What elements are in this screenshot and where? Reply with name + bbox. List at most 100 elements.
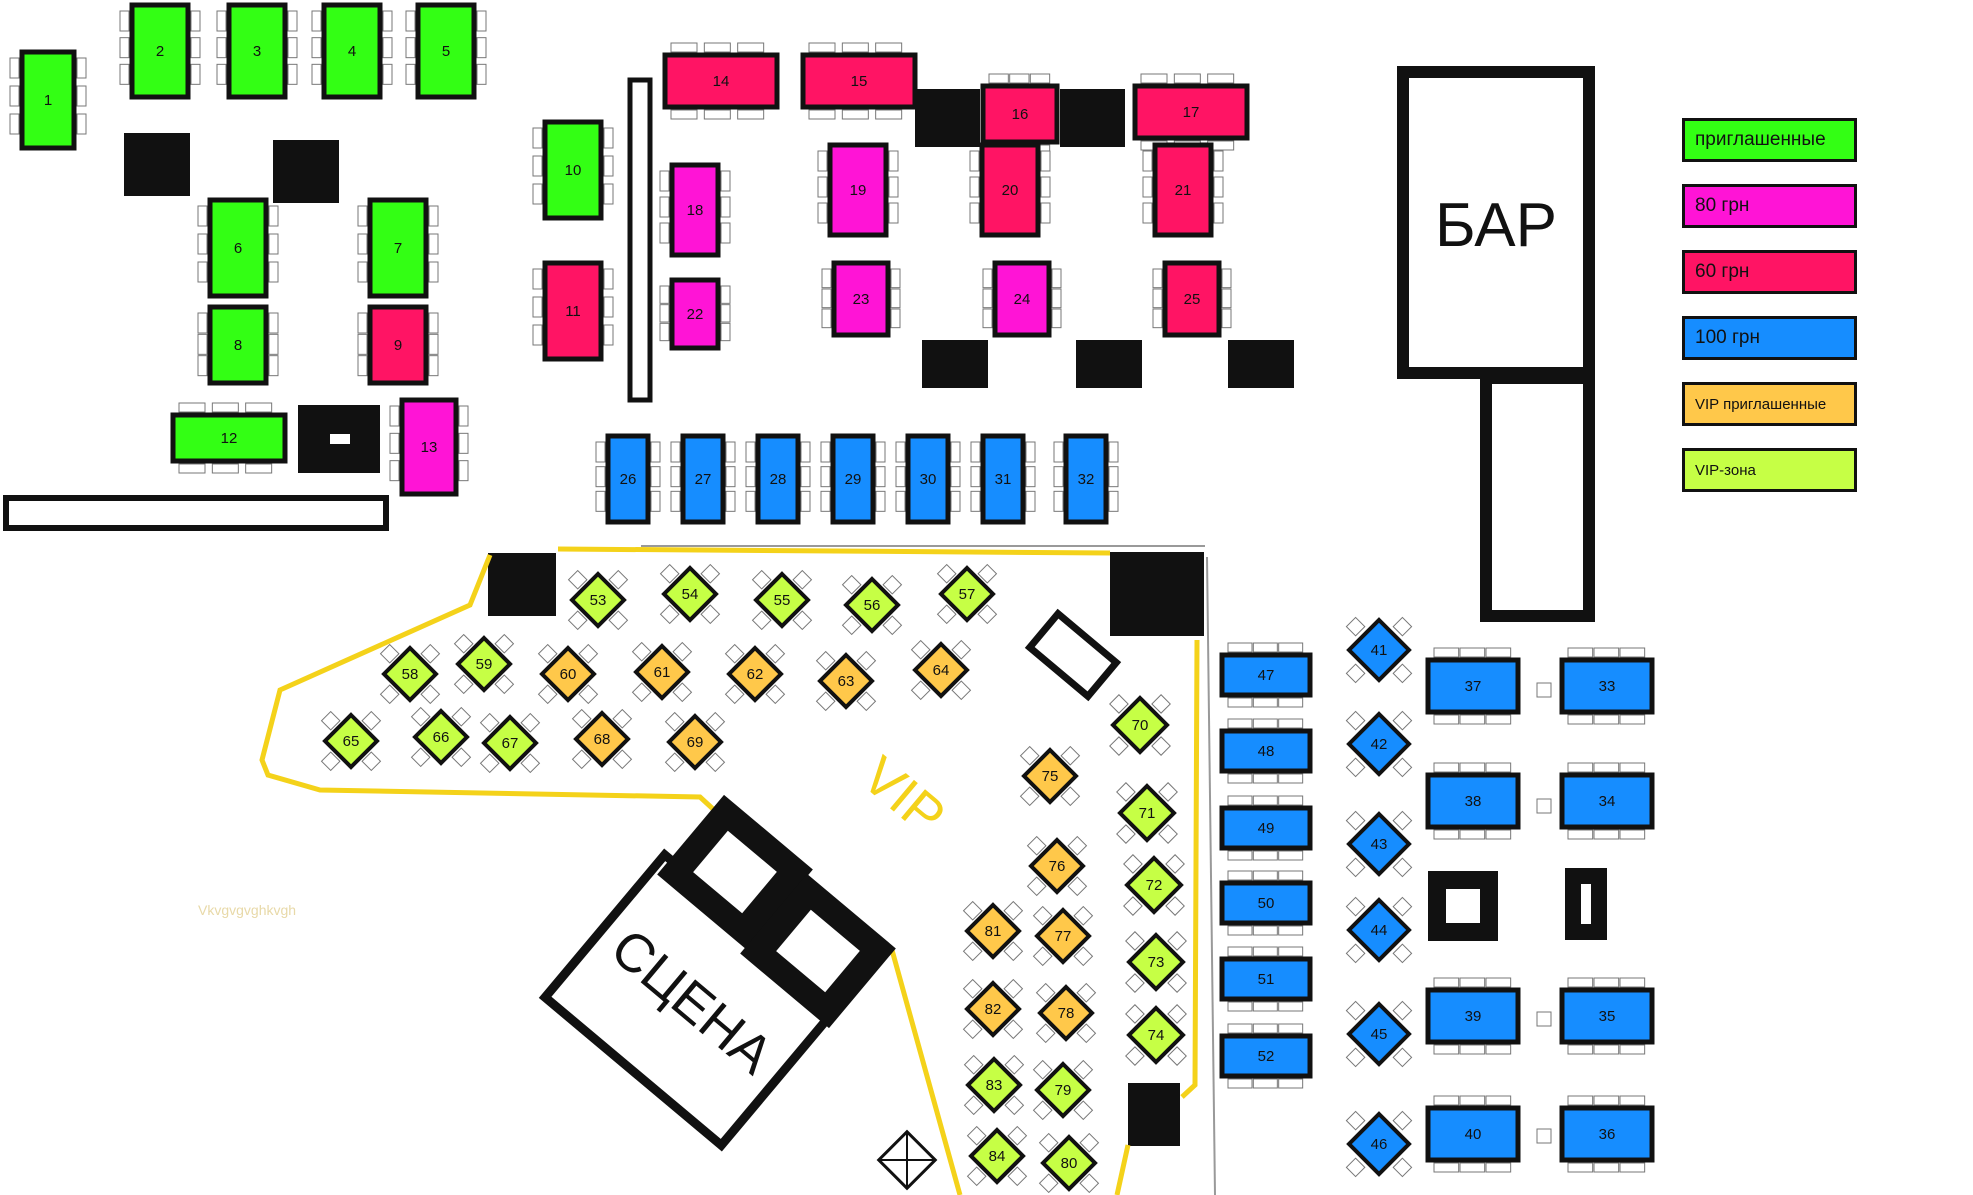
table-20[interactable]: 20 xyxy=(969,142,1051,238)
table-8[interactable]: 8 xyxy=(197,304,279,386)
table-47[interactable]: 47 xyxy=(1219,642,1313,708)
table-46[interactable]: 46 xyxy=(1345,1110,1413,1178)
table-66[interactable]: 66 xyxy=(410,706,472,768)
table-5[interactable]: 5 xyxy=(405,2,487,100)
table-67[interactable]: 67 xyxy=(479,712,541,774)
table-37[interactable]: 37 xyxy=(1425,647,1521,725)
table-61[interactable]: 61 xyxy=(631,641,693,703)
table-31[interactable]: 31 xyxy=(970,433,1036,525)
table-21[interactable]: 21 xyxy=(1142,142,1224,238)
table-70[interactable]: 70 xyxy=(1109,694,1171,756)
table-48[interactable]: 48 xyxy=(1219,718,1313,784)
bar-label: БАР xyxy=(1435,191,1557,260)
table-25[interactable]: 25 xyxy=(1152,260,1232,338)
table-number: 40 xyxy=(1465,1126,1482,1143)
table-75[interactable]: 75 xyxy=(1019,745,1081,807)
table-27[interactable]: 27 xyxy=(670,433,736,525)
table-62[interactable]: 62 xyxy=(724,643,786,705)
table-83[interactable]: 83 xyxy=(963,1054,1025,1116)
table-35[interactable]: 35 xyxy=(1559,977,1655,1055)
table-number: 5 xyxy=(442,43,450,60)
table-number: 77 xyxy=(1055,928,1072,945)
table-74[interactable]: 74 xyxy=(1125,1004,1187,1066)
table-50[interactable]: 50 xyxy=(1219,870,1313,936)
table-54[interactable]: 54 xyxy=(659,563,721,625)
table-36[interactable]: 36 xyxy=(1559,1095,1655,1173)
table-14[interactable]: 14 xyxy=(662,42,780,120)
table-number: 33 xyxy=(1599,678,1616,695)
table-32[interactable]: 32 xyxy=(1053,433,1119,525)
table-26[interactable]: 26 xyxy=(595,433,661,525)
table-6[interactable]: 6 xyxy=(197,197,279,299)
table-23[interactable]: 23 xyxy=(821,260,901,338)
table-9[interactable]: 9 xyxy=(357,304,439,386)
table-2[interactable]: 2 xyxy=(119,2,201,100)
table-number: 57 xyxy=(959,586,976,603)
table-number: 26 xyxy=(620,471,637,488)
table-73[interactable]: 73 xyxy=(1125,931,1187,993)
table-12[interactable]: 12 xyxy=(170,402,288,474)
table-71[interactable]: 71 xyxy=(1116,782,1178,844)
side-seat xyxy=(1536,798,1552,814)
table-number: 44 xyxy=(1371,922,1388,939)
table-18[interactable]: 18 xyxy=(659,162,731,258)
table-number: 23 xyxy=(853,291,870,308)
table-number: 3 xyxy=(253,43,261,60)
table-4[interactable]: 4 xyxy=(311,2,393,100)
table-19[interactable]: 19 xyxy=(817,142,899,238)
table-22[interactable]: 22 xyxy=(659,277,731,351)
table-3[interactable]: 3 xyxy=(216,2,298,100)
table-80[interactable]: 80 xyxy=(1038,1132,1100,1194)
table-64[interactable]: 64 xyxy=(910,639,972,701)
pillar xyxy=(1076,340,1142,388)
table-11[interactable]: 11 xyxy=(532,260,614,362)
table-7[interactable]: 7 xyxy=(357,197,439,299)
table-24[interactable]: 24 xyxy=(982,260,1062,338)
table-49[interactable]: 49 xyxy=(1219,795,1313,861)
table-52[interactable]: 52 xyxy=(1219,1023,1313,1089)
table-76[interactable]: 76 xyxy=(1026,835,1088,897)
table-16[interactable]: 16 xyxy=(980,73,1060,155)
table-28[interactable]: 28 xyxy=(745,433,811,525)
table-45[interactable]: 45 xyxy=(1345,1000,1413,1068)
table-number: 34 xyxy=(1599,793,1616,810)
table-29[interactable]: 29 xyxy=(820,433,886,525)
table-79[interactable]: 79 xyxy=(1032,1059,1094,1121)
table-43[interactable]: 43 xyxy=(1345,810,1413,878)
legend: приглашенные 80 грн 60 грн 100 грн VIP п… xyxy=(1682,118,1857,514)
table-65[interactable]: 65 xyxy=(320,710,382,772)
table-58[interactable]: 58 xyxy=(379,643,441,705)
table-84[interactable]: 84 xyxy=(966,1125,1028,1187)
table-77[interactable]: 77 xyxy=(1032,905,1094,967)
table-51[interactable]: 51 xyxy=(1219,946,1313,1012)
table-81[interactable]: 81 xyxy=(962,900,1024,962)
table-30[interactable]: 30 xyxy=(895,433,961,525)
table-68[interactable]: 68 xyxy=(571,708,633,770)
table-10[interactable]: 10 xyxy=(532,119,614,221)
table-60[interactable]: 60 xyxy=(537,643,599,705)
table-number: 4 xyxy=(348,43,356,60)
table-63[interactable]: 63 xyxy=(815,650,877,712)
table-33[interactable]: 33 xyxy=(1559,647,1655,725)
table-59[interactable]: 59 xyxy=(453,633,515,695)
table-57[interactable]: 57 xyxy=(936,563,998,625)
table-13[interactable]: 13 xyxy=(389,397,469,497)
table-42[interactable]: 42 xyxy=(1345,710,1413,778)
table-39[interactable]: 39 xyxy=(1425,977,1521,1055)
table-34[interactable]: 34 xyxy=(1559,762,1655,840)
table-17[interactable]: 17 xyxy=(1132,73,1250,151)
table-82[interactable]: 82 xyxy=(962,978,1024,1040)
table-56[interactable]: 56 xyxy=(841,574,903,636)
table-41[interactable]: 41 xyxy=(1345,616,1413,684)
table-69[interactable]: 69 xyxy=(664,711,726,773)
table-78[interactable]: 78 xyxy=(1035,982,1097,1044)
table-40[interactable]: 40 xyxy=(1425,1095,1521,1173)
table-1[interactable]: 1 xyxy=(9,49,87,151)
table-38[interactable]: 38 xyxy=(1425,762,1521,840)
table-44[interactable]: 44 xyxy=(1345,896,1413,964)
table-55[interactable]: 55 xyxy=(751,569,813,631)
table-72[interactable]: 72 xyxy=(1123,854,1185,916)
table-53[interactable]: 53 xyxy=(567,569,629,631)
table-15[interactable]: 15 xyxy=(800,42,918,120)
table-number: 22 xyxy=(687,306,704,323)
